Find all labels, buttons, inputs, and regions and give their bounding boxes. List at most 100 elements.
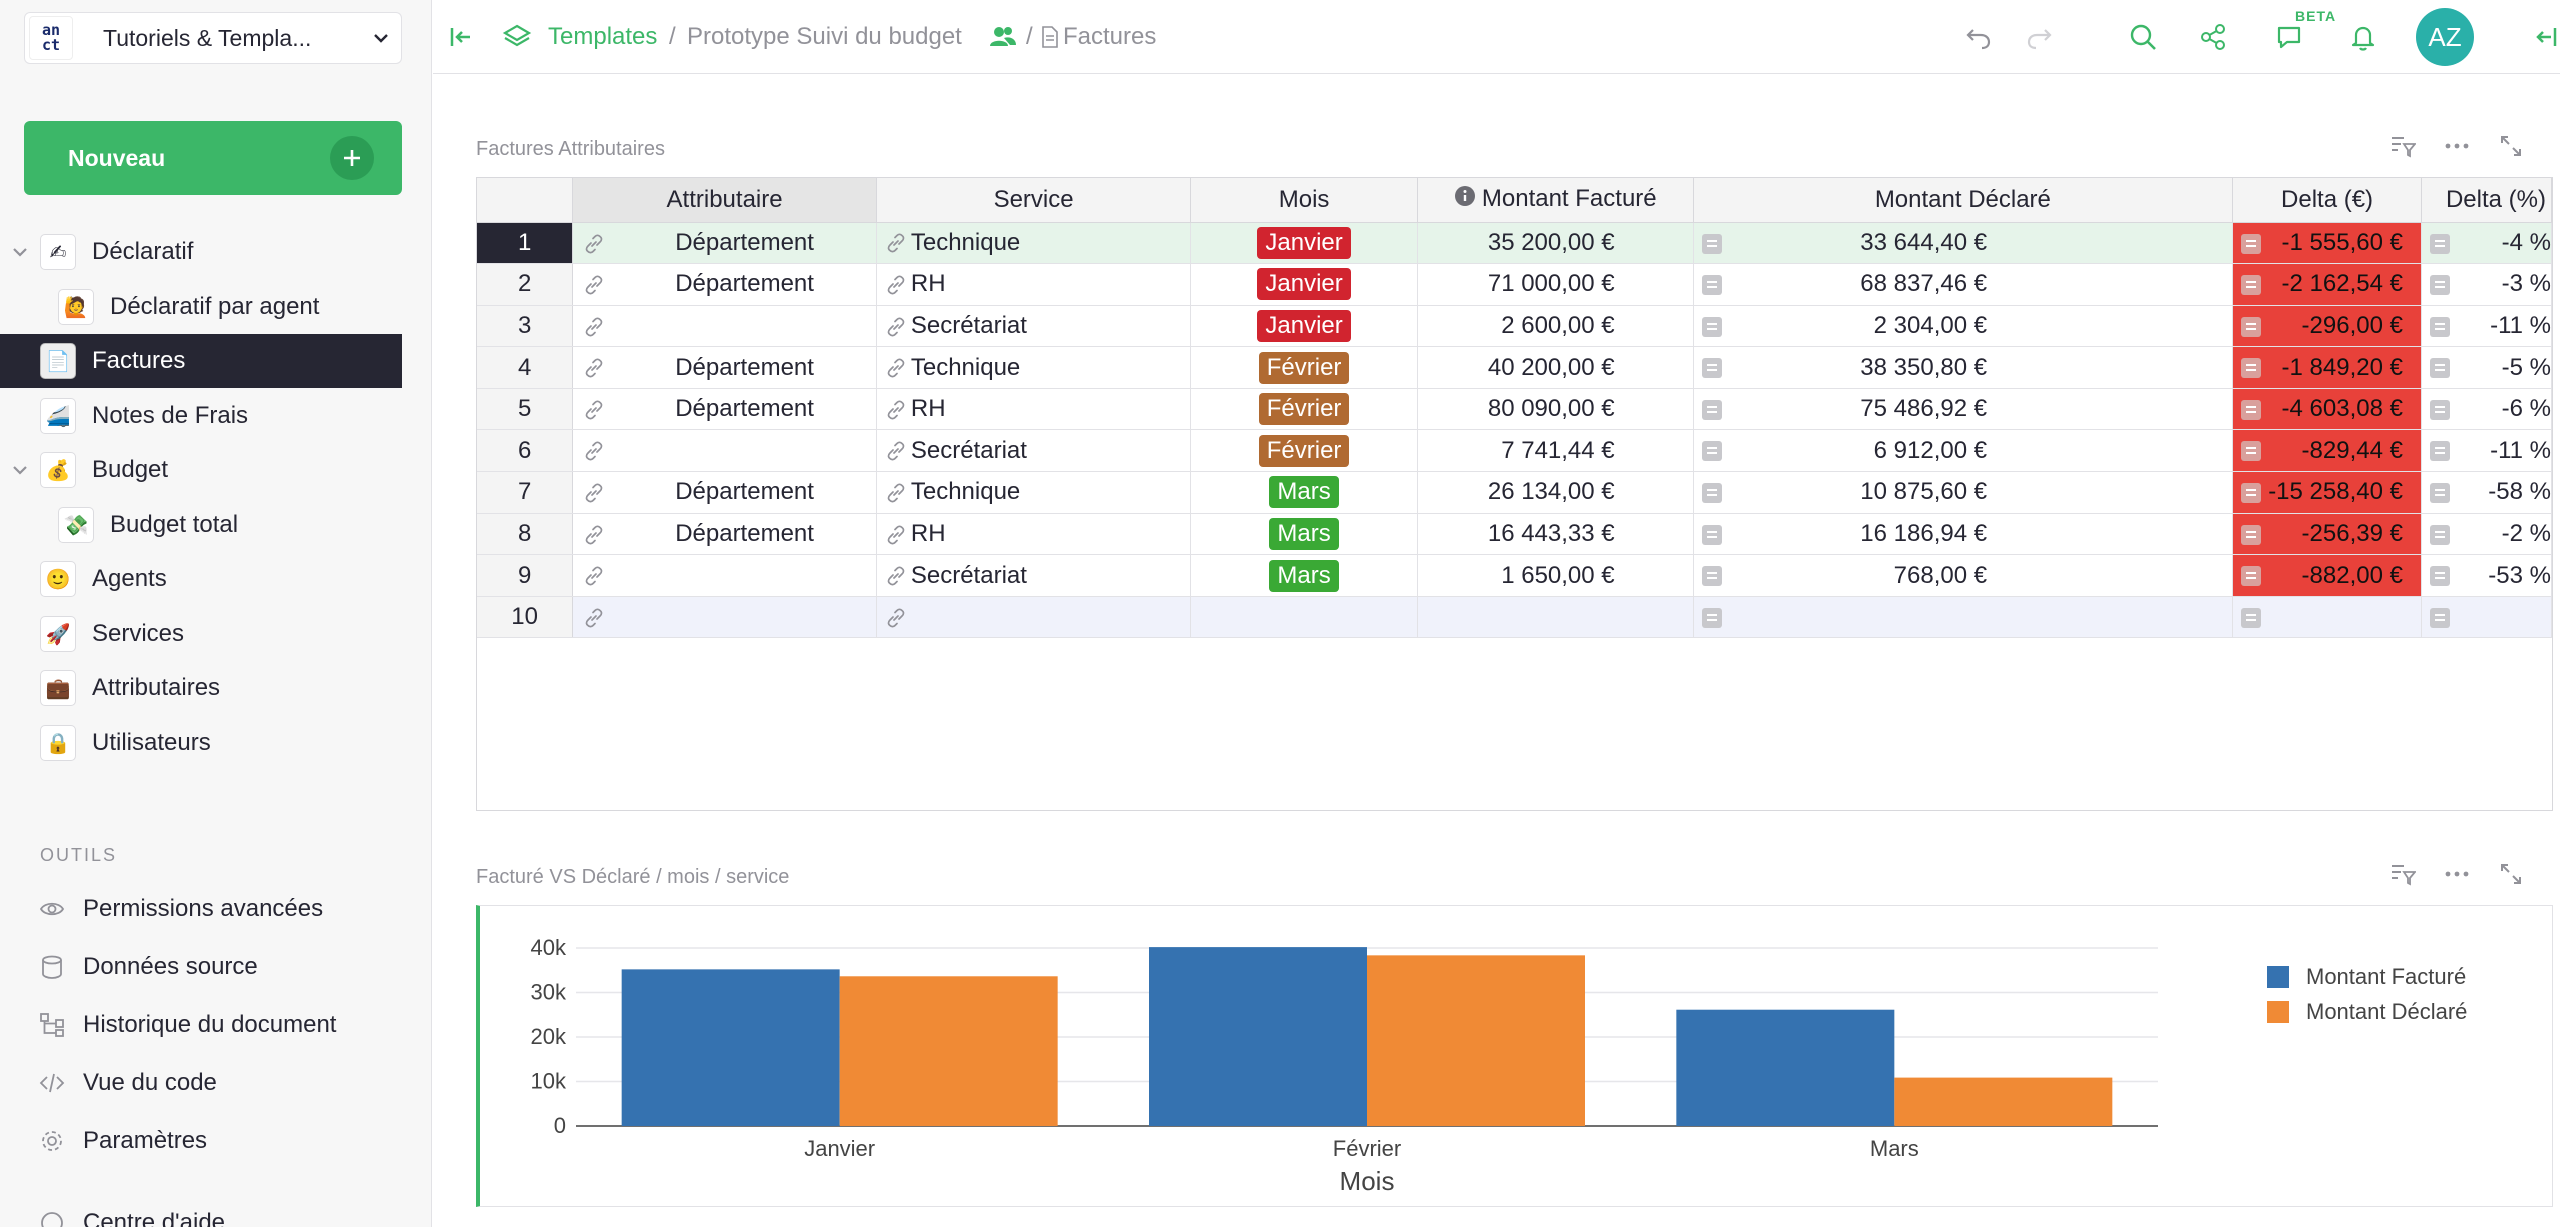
sidebar-page-budget-total[interactable]: 💸 Budget total	[0, 498, 402, 552]
table-row[interactable]: 9 Secrétariat Mars 1 650,00 € 768,00 € -882,0…	[477, 554, 2552, 597]
table-row[interactable]: 8 Département RH Mars 16 443,33 € 16 186,94 €…	[477, 513, 2552, 556]
row-number-header[interactable]	[477, 178, 574, 223]
cell-attributaire[interactable]: Département	[572, 513, 877, 556]
cell-service[interactable]: Secrétariat	[876, 554, 1192, 597]
sidebar-page-notes-de-frais[interactable]: 🚄 Notes de Frais	[0, 389, 402, 443]
sidebar-page-services[interactable]: 🚀 Services	[0, 607, 402, 661]
table-row[interactable]: 7 Département Technique Mars 26 134,00 € 10 8…	[477, 471, 2552, 514]
bell-icon[interactable]	[2345, 19, 2381, 55]
cell-mois[interactable]: Janvier	[1190, 305, 1418, 348]
row-number[interactable]: 10	[477, 596, 574, 639]
chevron-down-icon[interactable]	[10, 242, 30, 262]
cell-attributaire[interactable]	[572, 305, 877, 348]
cell-montant-declare[interactable]: 6 912,00 €	[1693, 429, 2234, 473]
row-number[interactable]: 9	[477, 554, 574, 597]
cell-attributaire[interactable]: Département	[572, 263, 877, 306]
collapse-right-panel-icon[interactable]	[2531, 19, 2560, 55]
redo-icon[interactable]	[2021, 19, 2057, 55]
cell-delta-eur[interactable]	[2232, 596, 2422, 639]
cell-attributaire[interactable]: Département	[572, 471, 877, 514]
cell-service[interactable]: RH	[876, 388, 1192, 431]
cell-delta-pct[interactable]: -11 %	[2421, 305, 2552, 348]
cell-montant-facture[interactable]: 7 741,44 €	[1417, 429, 1694, 473]
table-row[interactable]: 2 Département RH Janvier 71 000,00 € 68 837,4…	[477, 263, 2552, 306]
chevron-down-icon[interactable]	[10, 460, 30, 480]
more-options-icon[interactable]	[2442, 859, 2472, 889]
cell-montant-facture[interactable]: 1 650,00 €	[1417, 554, 1694, 597]
share-icon[interactable]	[2195, 19, 2231, 55]
cell-montant-declare[interactable]	[1693, 596, 2234, 639]
cell-service[interactable]: Technique	[876, 346, 1192, 389]
cell-mois[interactable]: Février	[1190, 429, 1418, 473]
cell-attributaire[interactable]	[572, 554, 877, 597]
cell-montant-facture[interactable]: 16 443,33 €	[1417, 513, 1694, 556]
sidebar-page-attributaires[interactable]: 💼 Attributaires	[0, 661, 402, 715]
sidebar-page-budget[interactable]: 💰 Budget	[0, 443, 402, 497]
cell-delta-pct[interactable]: -58 %	[2421, 471, 2552, 514]
expand-icon[interactable]	[2496, 131, 2526, 161]
cell-montant-declare[interactable]: 33 644,40 €	[1693, 222, 2234, 265]
row-number[interactable]: 5	[477, 388, 574, 431]
cell-montant-facture[interactable]: 2 600,00 €	[1417, 305, 1694, 348]
sort-filter-icon[interactable]	[2388, 859, 2418, 889]
cell-montant-facture[interactable]: 40 200,00 €	[1417, 346, 1694, 389]
tool-database[interactable]: Données source	[0, 940, 402, 994]
table-row[interactable]: 6 Secrétariat Février 7 741,44 € 6 912,00 € -…	[477, 429, 2552, 473]
column-header-mois[interactable]: Mois	[1190, 178, 1418, 223]
cell-service[interactable]	[876, 596, 1192, 639]
cell-delta-pct[interactable]: -5 %	[2421, 346, 2552, 389]
search-icon[interactable]	[2125, 19, 2161, 55]
column-header-service[interactable]: Service	[876, 178, 1192, 223]
breadcrumb-document[interactable]: Prototype Suivi du budget	[687, 23, 962, 50]
org-switcher[interactable]: an ct Tutoriels & Templa...	[24, 12, 402, 64]
cell-montant-declare[interactable]: 2 304,00 €	[1693, 305, 2234, 348]
cell-delta-pct[interactable]: -11 %	[2421, 429, 2552, 473]
sidebar-page-utilisateurs[interactable]: 🔒 Utilisateurs	[0, 716, 402, 770]
cell-montant-facture[interactable]: 26 134,00 €	[1417, 471, 1694, 514]
sidebar-page-d-claratif-par-agent[interactable]: 🙋 Déclaratif par agent	[0, 280, 402, 334]
row-number[interactable]: 8	[477, 513, 574, 556]
comments-icon[interactable]	[2271, 19, 2307, 55]
column-header-delta-pct[interactable]: Delta (%)	[2421, 178, 2552, 223]
tool-code[interactable]: Vue du code	[0, 1056, 402, 1110]
cell-service[interactable]: Technique	[876, 222, 1192, 265]
cell-service[interactable]: RH	[876, 263, 1192, 306]
cell-delta-pct[interactable]	[2421, 596, 2552, 639]
cell-attributaire[interactable]	[572, 596, 877, 639]
table-row[interactable]: 10	[477, 596, 2552, 639]
cell-mois[interactable]: Mars	[1190, 513, 1418, 556]
cell-montant-facture[interactable]: 80 090,00 €	[1417, 388, 1694, 431]
cell-delta-pct[interactable]: -3 %	[2421, 263, 2552, 306]
row-number[interactable]: 4	[477, 346, 574, 389]
cell-montant-facture[interactable]: 35 200,00 €	[1417, 222, 1694, 265]
cell-delta-pct[interactable]: -6 %	[2421, 388, 2552, 431]
users-icon[interactable]	[985, 19, 1021, 55]
tool-settings[interactable]: Paramètres	[0, 1114, 402, 1168]
tool-help[interactable]: Centre d'aide	[0, 1196, 402, 1227]
expand-icon[interactable]	[2496, 859, 2526, 889]
sidebar-page-agents[interactable]: 🙂 Agents	[0, 552, 402, 606]
table-row[interactable]: 5 Département RH Février 80 090,00 € 75 486,9…	[477, 388, 2552, 431]
cell-service[interactable]: Secrétariat	[876, 429, 1192, 473]
cell-montant-facture[interactable]	[1417, 596, 1694, 639]
cell-montant-facture[interactable]: 71 000,00 €	[1417, 263, 1694, 306]
sidebar-page-d-claratif[interactable]: ✍ Déclaratif	[0, 225, 402, 279]
cell-mois[interactable]: Janvier	[1190, 222, 1418, 265]
cell-mois[interactable]: Février	[1190, 346, 1418, 389]
cell-montant-declare[interactable]: 38 350,80 €	[1693, 346, 2234, 389]
cell-delta-pct[interactable]: -2 %	[2421, 513, 2552, 556]
cell-montant-declare[interactable]: 10 875,60 €	[1693, 471, 2234, 514]
breadcrumb-templates[interactable]: Templates	[548, 23, 658, 50]
table-row[interactable]: 4 Département Technique Février 40 200,00 € 3…	[477, 346, 2552, 389]
cell-service[interactable]: Technique	[876, 471, 1192, 514]
cell-mois[interactable]	[1190, 596, 1418, 639]
sort-filter-icon[interactable]	[2388, 131, 2418, 161]
row-number[interactable]: 1	[477, 222, 574, 265]
undo-icon[interactable]	[1961, 19, 1997, 55]
cell-delta-pct[interactable]: -53 %	[2421, 554, 2552, 597]
cell-delta-eur[interactable]: -4 603,08 €	[2232, 388, 2422, 431]
cell-delta-eur[interactable]: -2 162,54 €	[2232, 263, 2422, 306]
tool-eye[interactable]: Permissions avancées	[0, 882, 402, 936]
data-grid[interactable]: Attributaire Service Mois Montant Factur…	[476, 177, 2553, 811]
cell-montant-declare[interactable]: 75 486,92 €	[1693, 388, 2234, 431]
